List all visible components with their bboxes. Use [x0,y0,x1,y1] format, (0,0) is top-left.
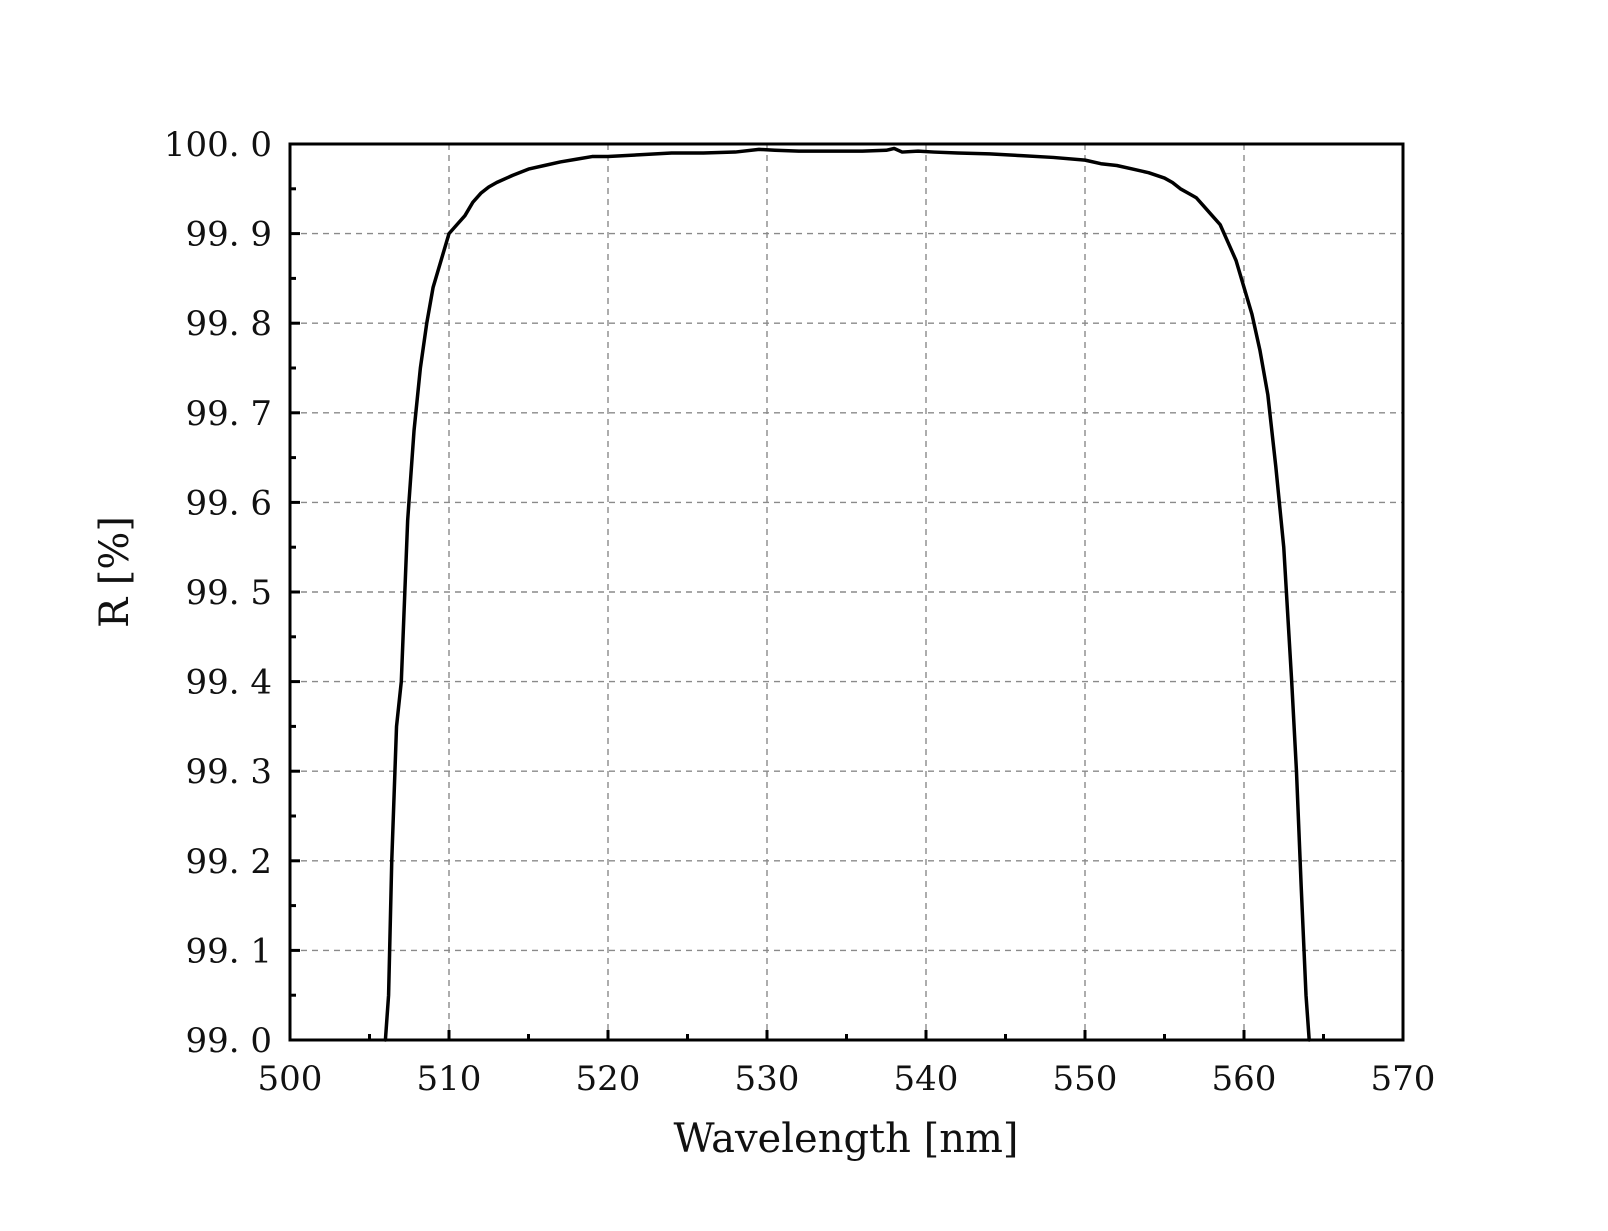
x-tick-label: 530 [735,1059,800,1099]
grid-lines [290,144,1403,1040]
x-tick-label: 550 [1053,1059,1118,1099]
y-tick-label: 99. 3 [185,752,272,792]
reflectance-series-line [383,146,1311,1042]
x-tick-label: 560 [1212,1059,1277,1099]
plot-frame [288,142,1405,1042]
y-tick-label: 99. 7 [185,394,272,434]
y-tick-label: 99. 4 [185,663,272,703]
y-tick-label: 99. 0 [185,1021,272,1061]
x-tick-labels: 500 510 520 530 540 550 560 570 [258,1059,1436,1099]
x-tick-label: 510 [417,1059,482,1099]
y-axis-title: R [%] [92,516,138,628]
y-tick-label: 99. 1 [185,931,272,971]
y-tick-label: 100. 0 [164,125,272,165]
y-tick-labels: 99. 0 99. 1 99. 2 99. 3 99. 4 99. 5 99. 6 99. 7… [164,125,272,1061]
y-tick-label: 99. 9 [185,215,272,255]
y-tick-label: 99. 2 [185,842,272,882]
x-tick-label: 570 [1371,1059,1436,1099]
x-tick-label: 520 [576,1059,641,1099]
y-tick-label: 99. 6 [185,483,272,523]
x-axis-title: Wavelength [nm] [673,1116,1018,1162]
y-tick-label: 99. 8 [185,304,272,344]
x-tick-label: 500 [258,1059,323,1099]
x-tick-label: 540 [894,1059,959,1099]
y-tick-label: 99. 5 [185,573,272,613]
plot-area [383,146,1311,1042]
